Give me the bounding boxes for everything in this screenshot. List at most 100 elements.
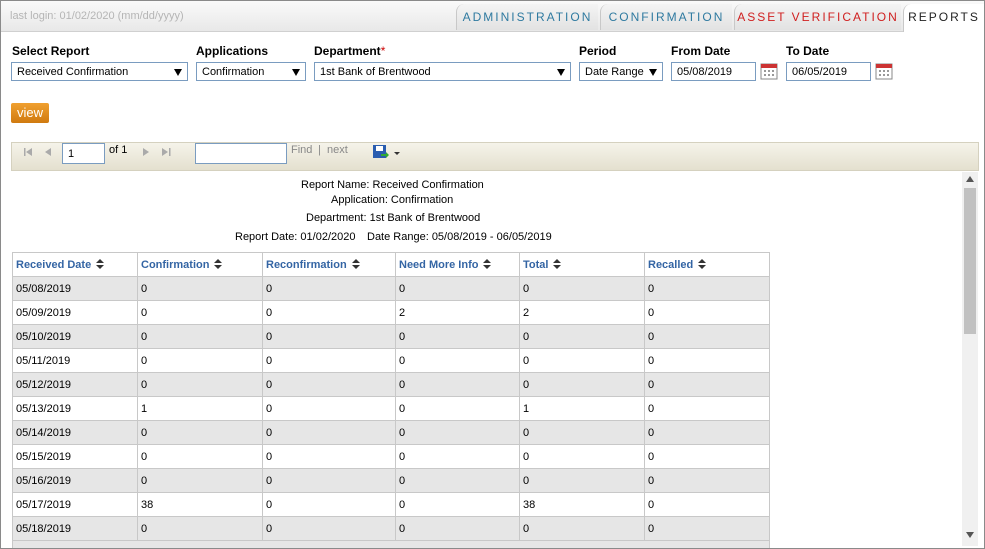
select-value: Received Confirmation — [17, 66, 129, 78]
view-button[interactable]: view — [11, 103, 49, 123]
tab[interactable]: ASSET VERIFICATION — [734, 4, 901, 30]
table-cell: 0 — [263, 349, 396, 373]
required-mark: * — [380, 44, 386, 58]
sort-icon[interactable] — [95, 258, 105, 270]
calendar-icon[interactable] — [760, 62, 778, 80]
label: To Date — [786, 44, 830, 58]
tab[interactable]: ADMINISTRATION — [456, 4, 598, 30]
table-cell: 0 — [520, 277, 645, 301]
table-cell: 0 — [396, 421, 520, 445]
table-cell: 0 — [396, 397, 520, 421]
table-cell: 0 — [396, 445, 520, 469]
table-cell: 0 — [396, 469, 520, 493]
report-viewer: Report Name: Received Confirmation Appli… — [11, 172, 979, 548]
table-cell: 0 — [138, 445, 263, 469]
table-cell: 05/17/2019 — [13, 493, 138, 517]
table-cell: 05/18/2019 — [13, 517, 138, 541]
find-input[interactable] — [195, 143, 287, 164]
pager-next-last[interactable] — [140, 146, 176, 158]
table-cell: 0 — [645, 277, 770, 301]
table-cell: 0 — [645, 517, 770, 541]
table-cell: 38 — [520, 493, 645, 517]
table-cell: 0 — [645, 421, 770, 445]
table-cell: 0 — [138, 277, 263, 301]
column-header[interactable]: Recalled — [645, 253, 770, 277]
separator: | — [318, 144, 321, 156]
date-input[interactable]: 06/05/2019 — [786, 62, 871, 81]
last-login: last login: 01/02/2020 (mm/dd/yyyy) — [10, 10, 184, 22]
table-cell: 0 — [520, 517, 645, 541]
table-cell: 0 — [396, 349, 520, 373]
table-cell: 05/12/2019 — [13, 373, 138, 397]
select[interactable]: 1st Bank of Brentwood — [314, 62, 571, 81]
table-cell: 05/11/2019 — [13, 349, 138, 373]
label: Applications — [196, 44, 269, 58]
table-cell: 0 — [520, 469, 645, 493]
table-cell: 0 — [396, 325, 520, 349]
table-cell: 0 — [645, 493, 770, 517]
label: Select Report — [12, 44, 90, 58]
column-header[interactable]: Need More Info — [396, 253, 520, 277]
scroll-up[interactable] — [966, 176, 974, 182]
table-cell: 0 — [645, 325, 770, 349]
table-cell: 0 — [138, 421, 263, 445]
column-title: Recalled — [648, 259, 694, 271]
report-application: Application: Confirmation — [331, 194, 454, 206]
table-cell: 0 — [645, 469, 770, 493]
sort-icon[interactable] — [482, 258, 492, 270]
table-cell: 0 — [396, 373, 520, 397]
select[interactable]: Received Confirmation — [11, 62, 188, 81]
table-cell: 05/10/2019 — [13, 325, 138, 349]
page-input[interactable]: 1 — [62, 143, 105, 164]
sort-icon[interactable] — [697, 258, 707, 270]
scroll-thumb[interactable] — [964, 188, 976, 334]
table-cell: 0 — [520, 349, 645, 373]
table-cell: 0 — [263, 373, 396, 397]
tab-active[interactable]: REPORTS — [903, 4, 984, 32]
sort-icon[interactable] — [552, 258, 562, 270]
table-cell: 0 — [263, 493, 396, 517]
top-bar: last login: 01/02/2020 (mm/dd/yyyy) ADMI… — [1, 1, 984, 32]
table-cell: 0 — [396, 517, 520, 541]
scrollbar[interactable] — [962, 172, 978, 546]
next-link[interactable]: next — [327, 144, 348, 156]
table-cell: 1 — [138, 397, 263, 421]
table-cell: 05/13/2019 — [13, 397, 138, 421]
column-header[interactable]: Confirmation — [138, 253, 263, 277]
sort-icon[interactable] — [213, 258, 223, 270]
table-cell: 0 — [520, 421, 645, 445]
scroll-down[interactable] — [966, 532, 974, 538]
calendar-icon[interactable] — [875, 62, 893, 80]
column-title: Reconfirmation — [266, 259, 347, 271]
table-cell: 0 — [263, 445, 396, 469]
report-date: Report Date: 01/02/2020 — [235, 231, 356, 243]
label: From Date — [671, 44, 731, 58]
table-cell: 0 — [645, 397, 770, 421]
tab[interactable]: CONFIRMATION — [600, 4, 732, 30]
label: Department* — [314, 44, 385, 58]
table-cell: 1 — [520, 397, 645, 421]
table-cell: 2 — [396, 301, 520, 325]
select[interactable]: Date Range — [579, 62, 663, 81]
table-cell: 2 — [520, 301, 645, 325]
column-title: Confirmation — [141, 259, 210, 271]
report-toolbar: 1 of 1 Find | next — [11, 142, 979, 171]
table-cell: 0 — [520, 445, 645, 469]
table-cell: 0 — [138, 469, 263, 493]
export-icon[interactable] — [372, 144, 402, 160]
column-header[interactable]: Received Date — [13, 253, 138, 277]
table-cell: 0 — [396, 277, 520, 301]
table-cell: 0 — [263, 325, 396, 349]
column-header[interactable]: Reconfirmation — [263, 253, 396, 277]
column-header[interactable]: Total — [520, 253, 645, 277]
label-text: Department — [314, 44, 381, 58]
select[interactable]: Confirmation — [196, 62, 306, 81]
date-input[interactable]: 05/08/2019 — [671, 62, 756, 81]
pager-first-prev[interactable] — [22, 146, 58, 158]
table-cell: 0 — [645, 349, 770, 373]
table-cell — [13, 541, 770, 548]
sort-icon[interactable] — [351, 258, 361, 270]
find-link[interactable]: Find — [291, 144, 313, 156]
table-cell: 05/08/2019 — [13, 277, 138, 301]
